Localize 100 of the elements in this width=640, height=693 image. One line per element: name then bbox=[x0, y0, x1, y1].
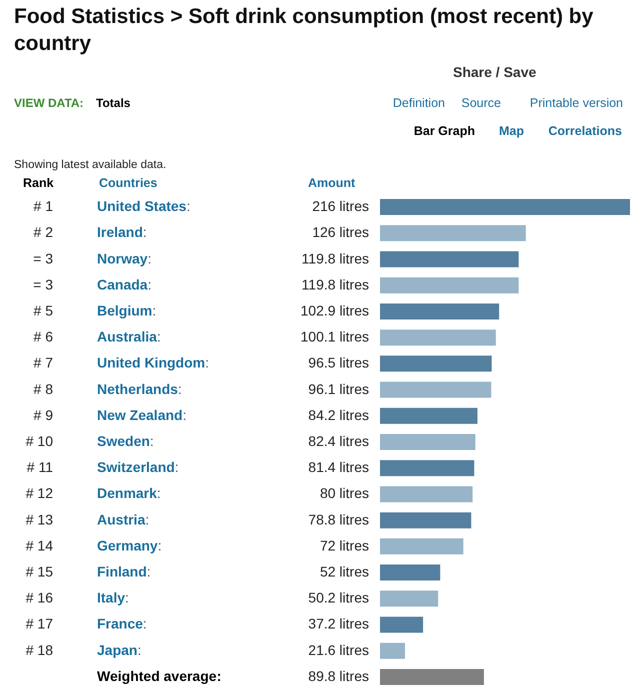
text: : bbox=[145, 511, 150, 528]
data-label: 89.8 litres bbox=[308, 668, 369, 684]
text: VIEW DATA: bbox=[14, 96, 84, 110]
data-label: 50.2 litres bbox=[308, 590, 369, 606]
text: : bbox=[156, 328, 161, 345]
text: # 13 bbox=[26, 511, 54, 528]
text: = 3 bbox=[33, 250, 54, 266]
text: Map bbox=[499, 124, 524, 138]
text: : bbox=[182, 406, 186, 423]
bar bbox=[380, 460, 474, 476]
text: Correlations bbox=[548, 124, 622, 138]
bar bbox=[380, 382, 492, 398]
text: Totals bbox=[96, 96, 131, 110]
text: # 8 bbox=[34, 380, 54, 397]
y-tick-label: Japan bbox=[97, 642, 138, 658]
text: : bbox=[205, 354, 209, 371]
text: Amount bbox=[308, 176, 356, 190]
text: # 12 bbox=[26, 485, 54, 502]
text: : bbox=[148, 276, 152, 292]
text: : bbox=[152, 302, 156, 318]
text: : bbox=[125, 590, 129, 606]
bar bbox=[380, 642, 405, 659]
text: Printable version bbox=[530, 96, 624, 110]
data-label: 100.1 litres bbox=[300, 328, 369, 345]
y-tick-label: Canada bbox=[97, 276, 148, 292]
bar bbox=[380, 199, 630, 216]
bar bbox=[380, 590, 438, 607]
bar bbox=[380, 668, 484, 685]
text: # 10 bbox=[26, 433, 54, 449]
data-label: 37.2 litres bbox=[308, 616, 369, 632]
text: Rank bbox=[23, 176, 54, 190]
text: # 16 bbox=[26, 590, 54, 606]
text: # 1 bbox=[34, 198, 54, 214]
y-tick-label: Sweden bbox=[97, 433, 150, 449]
text: # 6 bbox=[34, 328, 54, 345]
text: # 2 bbox=[34, 224, 54, 240]
data-label: 82.4 litres bbox=[308, 433, 369, 449]
text: Source bbox=[461, 96, 502, 110]
y-tick-label: United Kingdom bbox=[97, 354, 206, 371]
y-tick-label: Switzerland bbox=[97, 459, 175, 476]
data-label: 119.8 litres bbox=[302, 250, 369, 266]
text: : bbox=[146, 564, 151, 580]
text: : bbox=[150, 433, 154, 449]
bar bbox=[380, 616, 424, 633]
text: Countries bbox=[99, 176, 158, 190]
bar bbox=[380, 277, 519, 294]
data-label: 126 litres bbox=[312, 224, 369, 240]
text: : bbox=[148, 250, 152, 266]
text: # 11 bbox=[26, 459, 54, 476]
bar bbox=[380, 356, 492, 372]
data-label: 52 litres bbox=[320, 564, 369, 580]
text: : bbox=[137, 642, 142, 658]
text: : bbox=[156, 485, 161, 502]
bar bbox=[380, 303, 500, 320]
bar bbox=[380, 330, 496, 346]
y-tick-label: Italy bbox=[97, 590, 126, 606]
data-label: 72 litres bbox=[320, 537, 369, 554]
data-label: 78.8 litres bbox=[308, 511, 369, 528]
text: Bar Graph bbox=[414, 124, 475, 138]
text: : bbox=[178, 380, 182, 397]
bar bbox=[380, 408, 478, 424]
text: : bbox=[142, 224, 147, 240]
text: # 18 bbox=[26, 642, 54, 658]
data-label: 96.1 litres bbox=[308, 380, 369, 397]
text: : bbox=[174, 459, 179, 476]
bar bbox=[380, 538, 464, 554]
y-tick-label: Australia bbox=[97, 328, 158, 345]
text: # 9 bbox=[34, 406, 54, 423]
y-tick-label: Norway bbox=[97, 250, 148, 266]
y-tick-label: Germany bbox=[97, 537, 158, 554]
data-label: 81.4 litres bbox=[308, 459, 369, 476]
data-label: 216 litres bbox=[312, 198, 369, 214]
bar bbox=[380, 512, 472, 528]
data-label: 96.5 litres bbox=[308, 354, 369, 371]
data-label: 21.6 litres bbox=[308, 642, 369, 658]
y-tick-label: Ireland bbox=[97, 224, 143, 240]
bar bbox=[380, 434, 476, 450]
text: # 15 bbox=[26, 564, 54, 580]
text: # 5 bbox=[34, 302, 54, 318]
y-tick-label: Denmark bbox=[97, 485, 158, 502]
y-tick-label: New Zealand bbox=[97, 406, 183, 423]
data-label: 102.9 litres bbox=[300, 302, 369, 318]
bar bbox=[380, 486, 473, 502]
y-tick-label: Belgium bbox=[97, 302, 152, 318]
y-tick-label: Netherlands bbox=[97, 380, 178, 397]
text: : bbox=[186, 198, 190, 214]
data-label: 80 litres bbox=[320, 485, 369, 502]
text: Showing latest available data. bbox=[14, 159, 166, 171]
text: : bbox=[142, 616, 147, 632]
y-tick-label: Finland bbox=[97, 564, 147, 580]
chart-title: Food Statistics > Soft drink consumption (most recent) by country bbox=[14, 5, 594, 55]
data-label: 119.8 litres bbox=[302, 276, 369, 292]
y-tick-label: Austria bbox=[97, 511, 146, 528]
text: : bbox=[216, 668, 222, 684]
text: Definition bbox=[392, 96, 446, 110]
bar bbox=[380, 225, 526, 242]
text: = 3 bbox=[33, 276, 54, 292]
y-tick-label: United States bbox=[97, 198, 187, 214]
text: # 14 bbox=[26, 537, 54, 554]
bar bbox=[380, 251, 519, 268]
